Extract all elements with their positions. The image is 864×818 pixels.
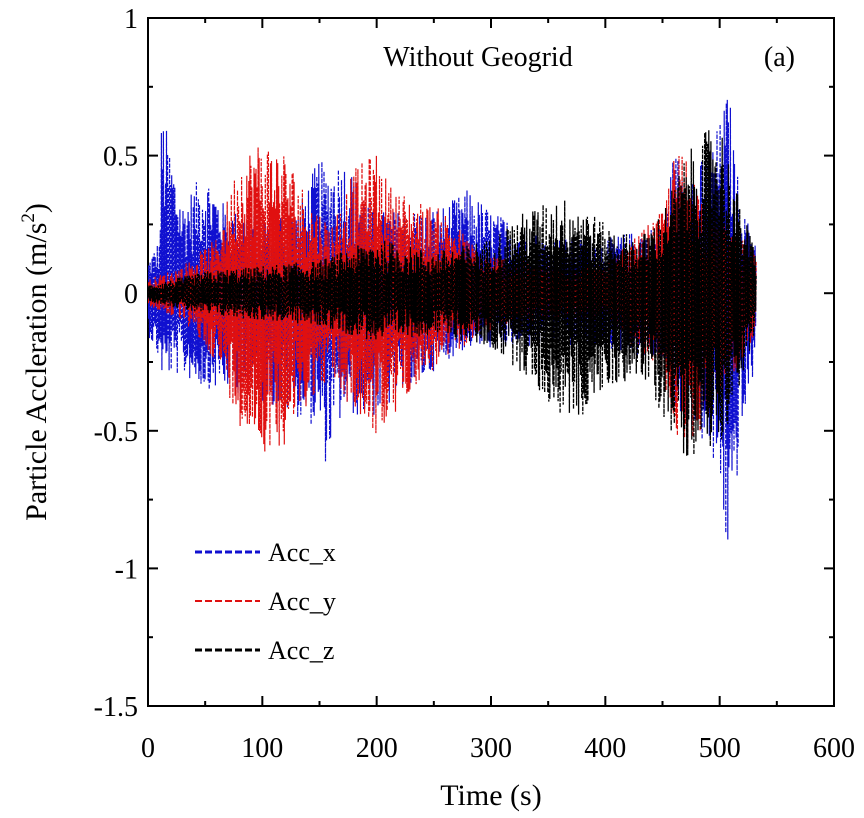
chart-title: Without Geogrid — [383, 42, 572, 73]
y-tick-label: 0 — [124, 279, 138, 310]
y-tick-label: -0.5 — [94, 417, 138, 448]
legend-label-acc-x: Acc_x — [268, 538, 336, 567]
x-tick-label: 100 — [241, 733, 283, 764]
x-axis-label: Time (s) — [440, 779, 541, 812]
series-line-acc-z — [148, 130, 757, 456]
x-tick-label: 0 — [141, 733, 155, 764]
y-tick-labels: 1 0.5 0 -0.5 -1 -1.5 — [94, 4, 138, 723]
panel-label: (a) — [764, 42, 795, 73]
y-axis-label-superscript: 2 — [18, 213, 39, 223]
x-tick-label: 600 — [813, 733, 855, 764]
x-tick-label: 200 — [356, 733, 398, 764]
x-tick-label: 300 — [470, 733, 512, 764]
y-axis-label-main: Particle Accleration (m/s — [20, 223, 53, 521]
y-tick-label: 0.5 — [103, 142, 138, 173]
x-tick-label: 500 — [699, 733, 741, 764]
x-tick-labels: 0 100 200 300 400 500 600 — [141, 733, 855, 764]
y-tick-label: -1 — [115, 554, 138, 585]
legend: Acc_x Acc_y Acc_z — [195, 538, 336, 665]
y-axis-label-close: ) — [20, 203, 53, 213]
series-acc-z — [148, 130, 757, 456]
y-tick-label: -1.5 — [94, 692, 138, 723]
y-axis-label: Particle Accleration (m/s2) — [18, 203, 53, 521]
legend-label-acc-y: Acc_y — [268, 587, 336, 616]
series-layer — [148, 99, 757, 540]
x-tick-label: 400 — [584, 733, 626, 764]
legend-label-acc-z: Acc_z — [268, 636, 334, 665]
y-tick-label: 1 — [124, 4, 138, 35]
tick-layer — [147, 17, 835, 707]
